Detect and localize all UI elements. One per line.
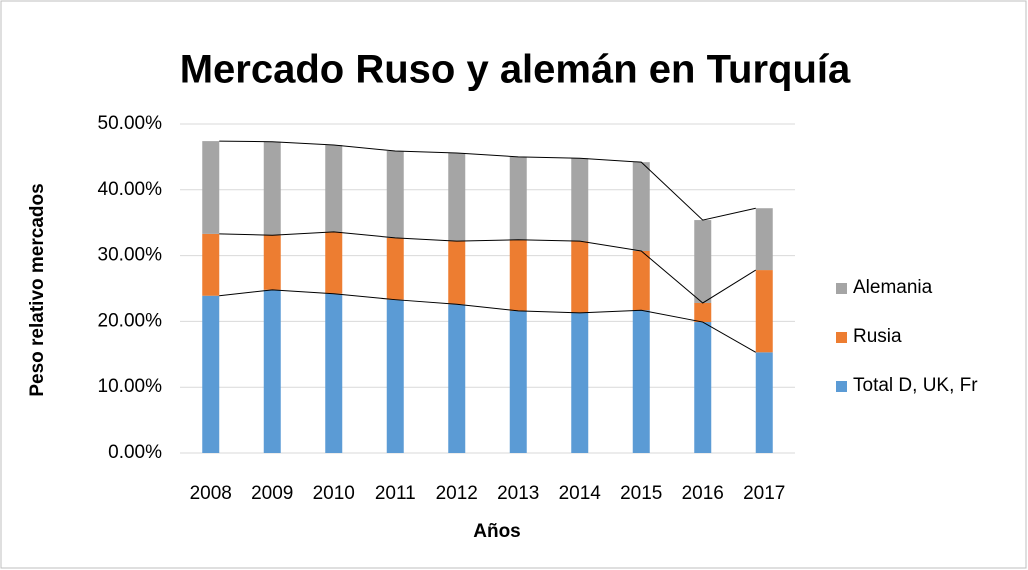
chart-title: Mercado Ruso y alemán en Turquía: [180, 48, 851, 92]
bar-segment: [694, 220, 712, 303]
series-line: [219, 231, 757, 304]
bar-segment: [755, 208, 773, 271]
bar-segment: [263, 141, 281, 236]
legend-swatch: [836, 332, 847, 343]
bar-segment: [448, 241, 466, 305]
bar-segment: [694, 302, 712, 323]
bar-segment: [263, 289, 281, 453]
bar-segment: [694, 322, 712, 453]
y-axis-label: Peso relativo mercados: [27, 183, 48, 396]
bar-segment: [632, 162, 650, 251]
bar-segment: [571, 312, 589, 453]
bar-segment: [202, 233, 220, 296]
x-tick-label: 2016: [682, 483, 724, 504]
x-tick-label: 2010: [313, 483, 355, 504]
y-tick-label: 0.00%: [108, 442, 162, 463]
bar-segment: [263, 235, 281, 290]
bar-segment: [632, 250, 650, 311]
x-tick-label: 2017: [743, 483, 785, 504]
bar-segment: [571, 158, 589, 242]
bar-segment: [386, 150, 404, 238]
bar-segment: [755, 270, 773, 353]
bar-segment: [571, 241, 589, 313]
x-tick-label: 2013: [497, 483, 539, 504]
bar-segment: [202, 141, 220, 234]
x-tick-label: 2015: [620, 483, 662, 504]
bar-segment: [632, 310, 650, 453]
y-tick-label: 30.00%: [98, 245, 163, 266]
bar-segment: [202, 295, 220, 453]
y-tick-label: 20.00%: [98, 310, 163, 331]
series-line: [219, 140, 756, 221]
x-tick-label: 2009: [251, 483, 293, 504]
bar-segment: [509, 310, 527, 453]
bar-segment: [509, 156, 527, 240]
bar-segment: [448, 304, 466, 453]
legend-label: Alemania: [853, 277, 933, 298]
x-tick-label: 2012: [436, 483, 478, 504]
x-tick-label: 2014: [559, 483, 602, 504]
y-tick-label: 40.00%: [98, 179, 163, 200]
bar-segment: [448, 152, 466, 242]
bar-segment: [386, 237, 404, 300]
x-axis-label: Años: [473, 521, 521, 542]
legend-label: Total D, UK, Fr: [853, 375, 978, 396]
bar-segment: [509, 239, 527, 311]
bar-segment: [325, 293, 343, 453]
legend-swatch: [836, 283, 847, 294]
bar-segment: [325, 145, 343, 232]
legend-label: Rusia: [853, 326, 902, 347]
x-tick-label: 2011: [375, 483, 416, 504]
bar-segment: [755, 352, 773, 453]
x-tick-label: 2008: [190, 483, 232, 504]
legend-swatch: [836, 381, 847, 392]
y-tick-label: 10.00%: [98, 376, 163, 397]
y-tick-label: 50.00%: [98, 113, 163, 134]
bar-segment: [325, 231, 343, 294]
series-line: [219, 289, 756, 353]
bar-segment: [386, 299, 404, 453]
